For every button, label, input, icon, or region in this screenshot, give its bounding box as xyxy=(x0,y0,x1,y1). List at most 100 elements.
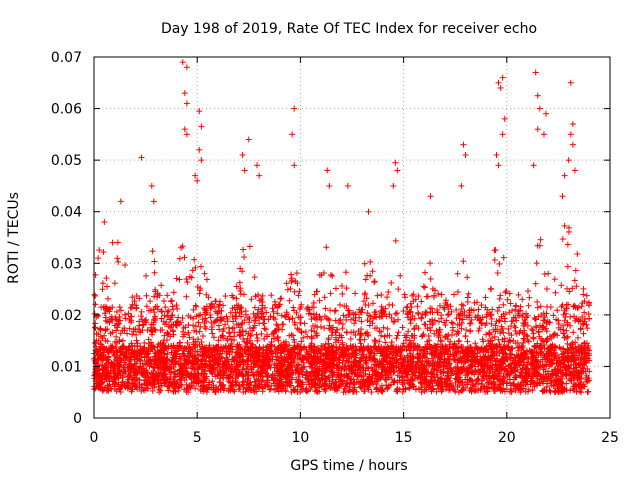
data-point xyxy=(564,241,571,248)
data-point xyxy=(246,243,253,250)
data-point xyxy=(161,350,168,357)
data-point xyxy=(260,320,267,327)
data-point xyxy=(532,323,539,330)
data-point xyxy=(259,292,266,299)
data-point xyxy=(168,297,175,304)
data-point xyxy=(346,311,353,318)
data-point xyxy=(580,291,587,298)
data-point xyxy=(392,310,399,317)
data-point xyxy=(552,289,559,296)
data-point xyxy=(293,270,300,277)
data-point xyxy=(384,325,391,332)
data-point xyxy=(364,317,371,324)
data-point xyxy=(534,298,541,305)
data-point xyxy=(360,298,367,305)
data-point xyxy=(580,330,587,337)
data-point xyxy=(400,340,407,347)
data-point xyxy=(418,314,425,321)
data-point xyxy=(343,329,350,336)
data-point xyxy=(310,299,317,306)
data-point xyxy=(203,276,210,283)
data-point xyxy=(199,333,206,340)
data-point xyxy=(460,302,467,309)
data-point xyxy=(173,275,180,282)
data-point xyxy=(381,333,388,340)
data-point xyxy=(138,308,145,315)
data-point xyxy=(193,303,200,310)
data-point xyxy=(427,275,434,282)
data-point xyxy=(286,316,293,323)
data-point xyxy=(347,335,354,342)
data-point xyxy=(500,254,507,261)
data-point xyxy=(248,296,255,303)
data-point xyxy=(296,288,303,295)
data-point xyxy=(394,332,401,339)
data-point xyxy=(277,295,284,302)
data-point xyxy=(111,280,118,287)
data-point xyxy=(438,315,445,322)
data-point xyxy=(240,246,247,253)
data-point xyxy=(250,325,257,332)
data-point xyxy=(261,335,268,342)
data-point xyxy=(496,260,503,267)
data-point xyxy=(196,290,203,297)
data-point xyxy=(420,283,427,290)
data-point xyxy=(509,307,516,314)
data-point xyxy=(114,239,121,246)
data-point xyxy=(181,254,188,261)
data-point xyxy=(176,255,183,262)
data-point xyxy=(462,333,469,340)
data-point xyxy=(487,286,494,293)
data-point xyxy=(532,280,539,287)
data-point xyxy=(184,339,191,346)
data-point xyxy=(421,269,428,276)
data-point xyxy=(184,279,191,286)
data-point xyxy=(280,321,287,328)
data-point xyxy=(407,300,414,307)
data-point xyxy=(133,337,140,344)
data-point xyxy=(544,303,551,310)
data-point xyxy=(421,284,428,291)
data-point xyxy=(558,282,565,289)
data-point xyxy=(424,293,431,300)
data-point xyxy=(343,285,350,292)
data-point xyxy=(168,298,175,305)
data-point xyxy=(478,302,485,309)
data-point xyxy=(385,289,392,296)
data-point xyxy=(290,332,297,339)
data-point xyxy=(263,309,270,316)
data-point xyxy=(212,298,219,305)
data-point xyxy=(583,292,590,299)
data-point xyxy=(497,292,504,299)
data-point xyxy=(302,328,309,335)
data-point xyxy=(574,334,581,341)
data-point xyxy=(165,387,172,394)
data-point xyxy=(567,313,574,320)
data-point xyxy=(147,298,154,305)
data-point xyxy=(284,286,291,293)
data-point xyxy=(113,333,120,340)
data-point xyxy=(414,303,421,310)
data-point xyxy=(460,258,467,265)
data-point xyxy=(533,260,540,267)
data-point xyxy=(465,290,472,297)
data-point xyxy=(129,331,136,338)
data-point xyxy=(505,325,512,332)
data-point xyxy=(237,285,244,292)
data-point xyxy=(138,313,145,320)
data-point xyxy=(122,315,129,322)
data-point xyxy=(507,300,514,307)
data-point xyxy=(431,293,438,300)
data-point xyxy=(191,256,198,263)
data-point xyxy=(395,286,402,293)
data-point xyxy=(534,304,541,311)
data-point xyxy=(160,298,167,305)
data-point xyxy=(378,382,385,389)
data-point xyxy=(409,292,416,299)
data-point xyxy=(332,307,339,314)
data-point xyxy=(289,315,296,322)
data-point xyxy=(321,294,328,301)
data-point xyxy=(290,304,297,311)
data-point xyxy=(421,321,428,328)
